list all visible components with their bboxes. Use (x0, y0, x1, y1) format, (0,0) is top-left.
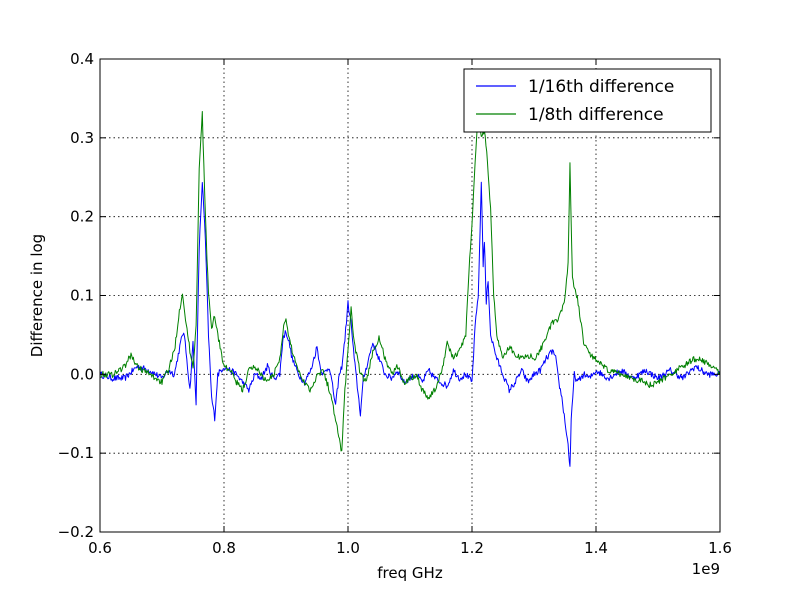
x-tick-label: 1.4 (584, 539, 608, 557)
x-tick-label: 1.6 (708, 539, 732, 557)
x-tick-label: 1.0 (336, 539, 360, 557)
x-axis-label: freq GHz (377, 564, 443, 582)
y-axis-label: Difference in log (28, 234, 46, 357)
x-tick-label: 1.2 (460, 539, 484, 557)
y-axis-ticks: −0.2 −0.1 0.0 0.1 0.2 0.3 0.4 (58, 50, 720, 541)
y-tick-label: −0.1 (58, 444, 94, 462)
y-tick-label: 0.2 (70, 208, 94, 226)
series-line-1 (100, 181, 720, 467)
x-tick-label: 0.8 (212, 539, 236, 557)
y-tick-label: 0.1 (70, 287, 94, 305)
legend: 1/16th difference 1/8th difference (463, 68, 712, 133)
x-tick-label: 0.6 (88, 539, 112, 557)
y-tick-label: 0.0 (70, 365, 94, 383)
y-tick-label: 0.4 (70, 50, 94, 68)
legend-entry-label: 1/16th difference (528, 77, 674, 97)
y-tick-label: 0.3 (70, 129, 94, 147)
plot-series (100, 110, 720, 467)
x-axis-ticks: 0.6 0.8 1.0 1.2 1.4 1.6 (88, 59, 732, 557)
legend-box (463, 68, 712, 133)
legend-entry-label: 1/8th difference (528, 105, 664, 125)
x-axis-offset-label: 1e9 (692, 560, 720, 578)
y-tick-label: −0.2 (58, 523, 94, 541)
series-line-2 (100, 110, 720, 452)
